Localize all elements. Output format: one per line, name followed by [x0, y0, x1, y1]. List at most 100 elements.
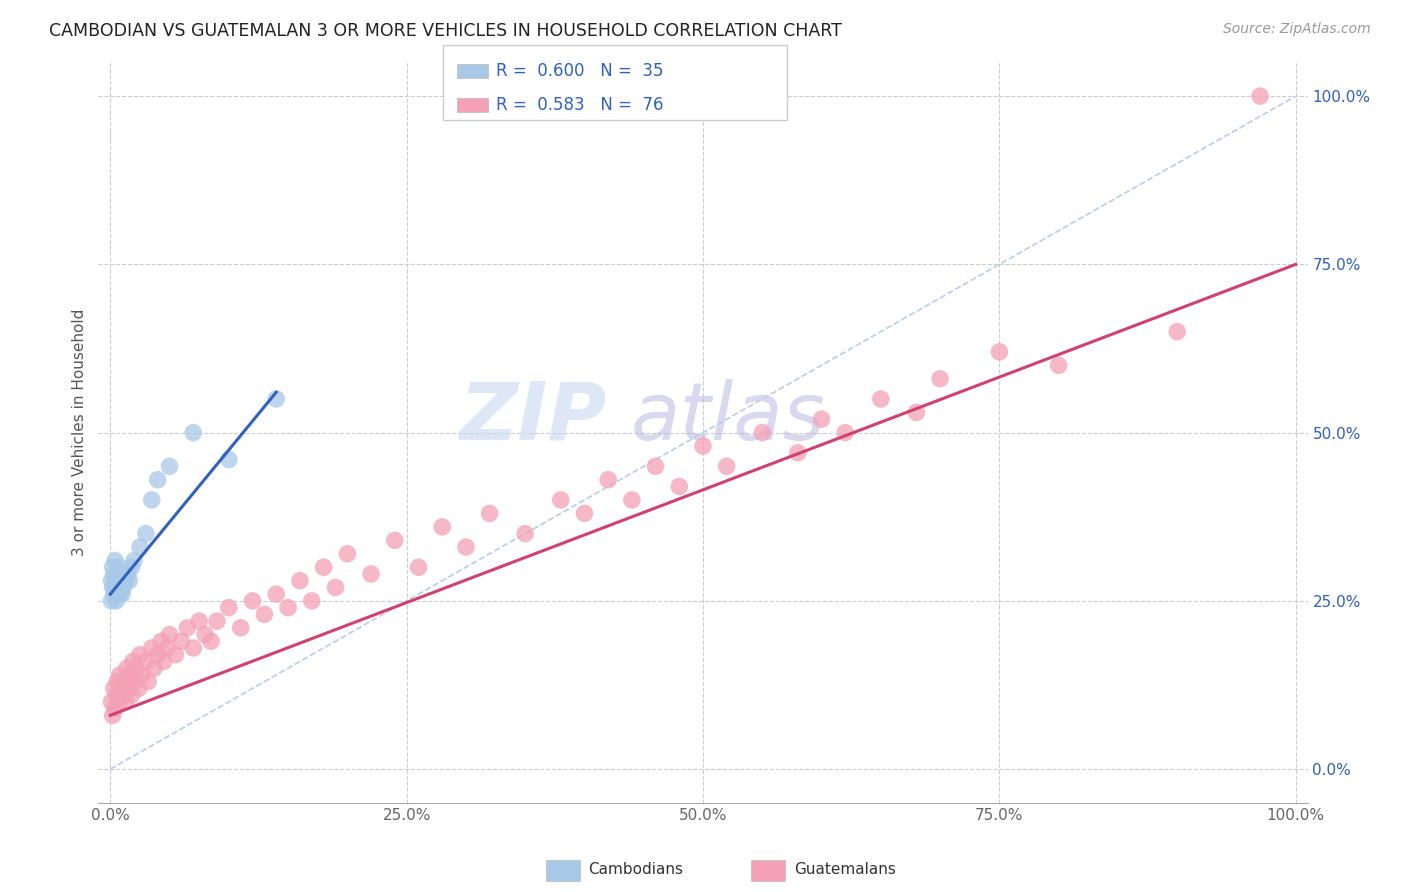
Text: R =  0.583   N =  76: R = 0.583 N = 76	[496, 96, 664, 114]
Point	[159, 459, 181, 474]
Point	[1249, 89, 1271, 103]
Point	[312, 560, 335, 574]
Point	[129, 540, 152, 554]
Point	[108, 574, 131, 588]
Point	[264, 587, 287, 601]
Point	[121, 688, 143, 702]
Point	[108, 587, 131, 601]
Point	[104, 553, 127, 567]
Point	[905, 405, 928, 419]
Point	[188, 614, 211, 628]
Point	[141, 640, 163, 655]
Point	[277, 600, 299, 615]
Point	[325, 581, 347, 595]
Point	[105, 587, 128, 601]
Point	[150, 634, 173, 648]
Point	[181, 640, 204, 655]
Point	[108, 668, 131, 682]
Point	[122, 674, 145, 689]
Point	[454, 540, 477, 554]
Point	[101, 708, 124, 723]
Point	[129, 648, 152, 662]
Point	[929, 372, 952, 386]
Point	[114, 566, 136, 581]
Point	[121, 560, 143, 574]
Point	[111, 587, 134, 601]
Text: Source: ZipAtlas.com: Source: ZipAtlas.com	[1223, 22, 1371, 37]
Bar	[546, 860, 579, 880]
Point	[336, 547, 359, 561]
Point	[105, 566, 128, 581]
Point	[114, 574, 136, 588]
Point	[620, 492, 643, 507]
Point	[107, 581, 129, 595]
Point	[136, 674, 159, 689]
Point	[107, 560, 129, 574]
Text: Guatemalans: Guatemalans	[793, 862, 896, 877]
Point	[181, 425, 204, 440]
Point	[114, 674, 136, 689]
Point	[598, 473, 620, 487]
Point	[105, 674, 128, 689]
Point	[101, 560, 124, 574]
Point	[644, 459, 666, 474]
Point	[360, 566, 382, 581]
Point	[111, 688, 134, 702]
Point	[112, 581, 135, 595]
Point	[200, 634, 222, 648]
Point	[107, 695, 129, 709]
Point	[122, 553, 145, 567]
Point	[100, 594, 122, 608]
Point	[550, 492, 572, 507]
Point	[988, 344, 1011, 359]
Point	[135, 655, 157, 669]
Point	[264, 392, 287, 406]
Point	[135, 526, 157, 541]
Point	[104, 701, 127, 715]
Point	[384, 533, 406, 548]
Point	[100, 574, 122, 588]
Point	[194, 627, 217, 641]
Point	[117, 681, 139, 696]
Point	[218, 452, 240, 467]
Point	[176, 621, 198, 635]
Point	[515, 526, 537, 541]
Point	[110, 581, 132, 595]
Point	[111, 574, 134, 588]
Point	[432, 520, 454, 534]
Point	[1166, 325, 1188, 339]
Point	[103, 681, 125, 696]
Point	[131, 668, 153, 682]
Point	[668, 479, 690, 493]
Point	[408, 560, 430, 574]
Point	[115, 661, 138, 675]
Point	[253, 607, 276, 622]
Point	[104, 581, 127, 595]
Point	[118, 668, 141, 682]
Text: CAMBODIAN VS GUATEMALAN 3 OR MORE VEHICLES IN HOUSEHOLD CORRELATION CHART: CAMBODIAN VS GUATEMALAN 3 OR MORE VEHICL…	[49, 22, 842, 40]
Point	[103, 566, 125, 581]
Point	[810, 412, 832, 426]
Point	[869, 392, 891, 406]
Point	[716, 459, 738, 474]
Text: Cambodians: Cambodians	[588, 862, 683, 877]
Point	[141, 492, 163, 507]
Point	[751, 425, 773, 440]
Point	[121, 655, 143, 669]
Point	[128, 681, 150, 696]
Point	[301, 594, 323, 608]
Point	[146, 473, 169, 487]
Bar	[751, 860, 785, 880]
Point	[105, 688, 128, 702]
Point	[110, 566, 132, 581]
Point	[110, 681, 132, 696]
Point	[229, 621, 252, 635]
Point	[156, 640, 179, 655]
Point	[834, 425, 856, 440]
Point	[218, 600, 240, 615]
Point	[242, 594, 264, 608]
Point	[152, 655, 174, 669]
Point	[114, 695, 136, 709]
Point	[105, 594, 128, 608]
Text: atlas: atlas	[630, 379, 825, 457]
